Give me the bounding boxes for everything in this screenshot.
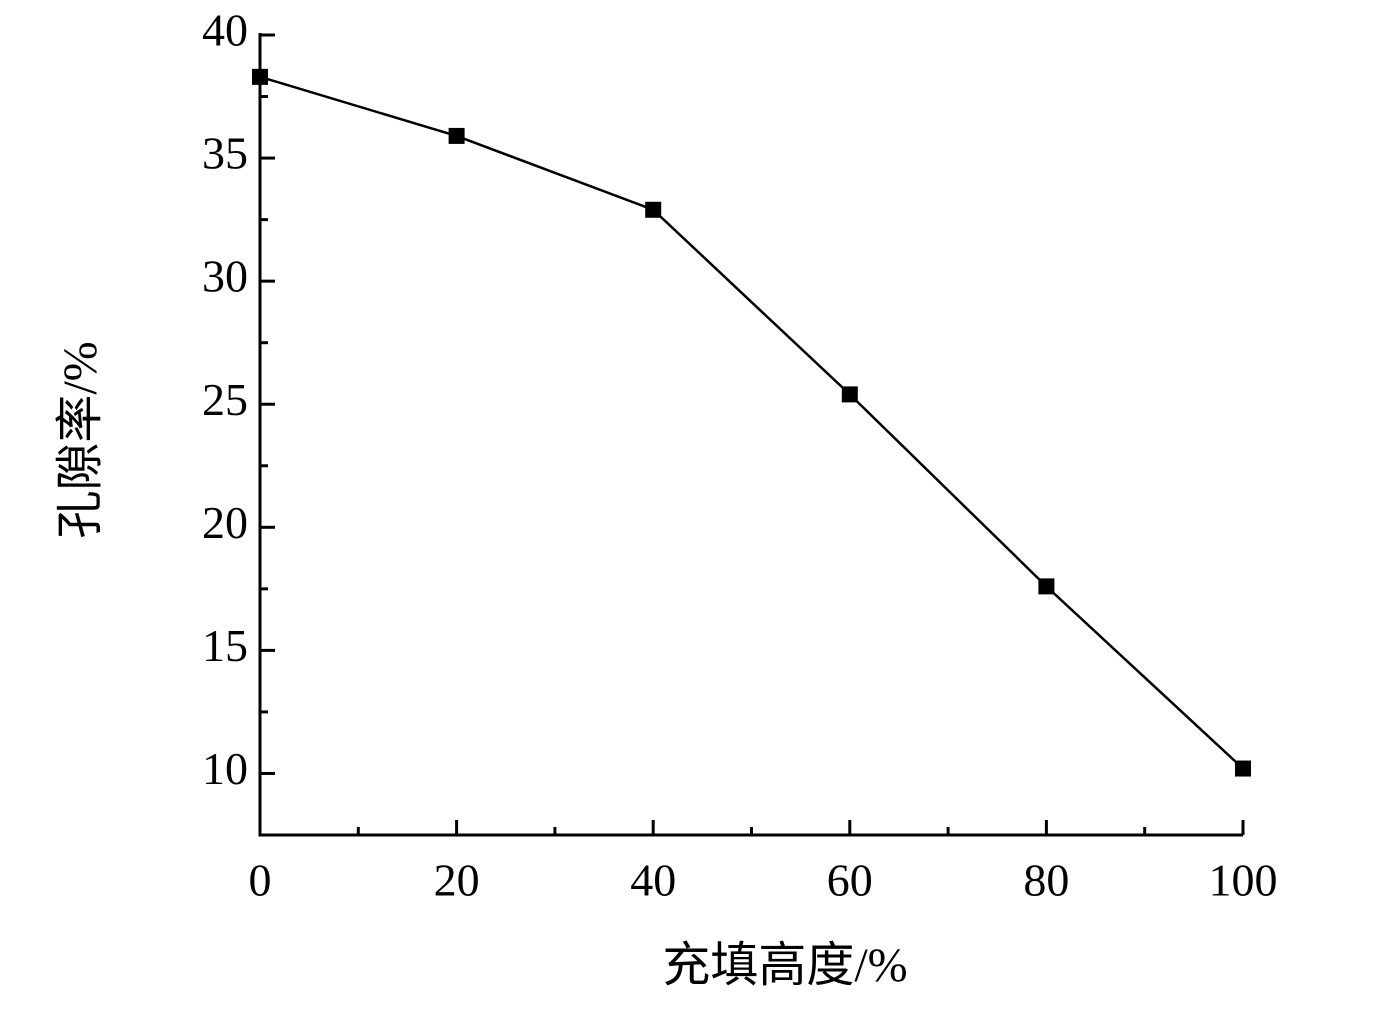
marker (448, 127, 465, 144)
y-tick-label: 35 (202, 128, 248, 179)
y-tick-label: 10 (202, 743, 248, 794)
x-tick-label: 80 (1023, 855, 1069, 906)
x-tick-label: 60 (827, 855, 873, 906)
marker (252, 68, 268, 85)
y-axis-label: 孔隙率/% (54, 341, 107, 538)
x-tick-label: 40 (630, 855, 676, 906)
series-line (259, 75, 1244, 770)
marker (841, 386, 858, 403)
y-tick-label: 40 (202, 5, 248, 56)
y-tick-label: 30 (202, 251, 248, 302)
marker (1235, 760, 1251, 777)
y-tick-label: 15 (202, 620, 248, 671)
x-tick-label: 0 (249, 855, 272, 906)
marker (645, 201, 662, 218)
y-tick-label: 25 (202, 374, 248, 425)
x-tick-label: 20 (434, 855, 480, 906)
x-axis-label: 充填高度/% (662, 939, 907, 992)
marker (1038, 578, 1055, 595)
y-tick-label: 20 (202, 497, 248, 548)
x-tick-label: 100 (1209, 855, 1278, 906)
